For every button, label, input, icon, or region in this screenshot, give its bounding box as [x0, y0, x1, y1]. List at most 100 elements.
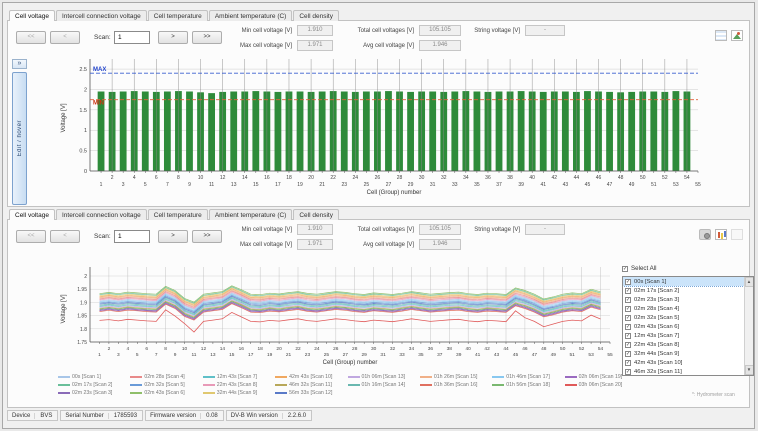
legend-item: 01h 36m [Scan 16] [419, 382, 488, 388]
export-table-icon[interactable] [715, 30, 727, 41]
checkbox-icon[interactable]: ✓ [625, 314, 631, 321]
select-all-checkbox-icon[interactable]: ✓ [622, 265, 628, 272]
last-scan-button[interactable]: >> [192, 31, 222, 44]
scan-input-2[interactable] [114, 230, 150, 243]
max-cell-voltage-label: Max cell voltage [V] [239, 42, 292, 49]
scan-list-item[interactable]: ✓ 02m 17s [Scan 2] [623, 286, 744, 295]
first-scan-button[interactable]: << [16, 31, 46, 44]
svg-text:2: 2 [84, 274, 87, 280]
tab-cell-temperature[interactable]: Cell temperature [147, 209, 208, 220]
svg-text:30: 30 [419, 175, 425, 181]
legend-swatch-icon [492, 376, 505, 378]
svg-text:Cell (Group) number: Cell (Group) number [367, 190, 422, 196]
top-tabbar: Cell voltage Intercell connection voltage… [7, 9, 750, 21]
scan-list-scrollbar[interactable]: ▲ ▼ [744, 277, 753, 375]
legend-column: 01h 26m [Scan 15] 01h 36m [Scan 16] [419, 374, 488, 396]
scan-list-item[interactable]: ✓ 12m 43s [Scan 7] [623, 331, 744, 340]
camera-icon[interactable] [699, 229, 711, 240]
tab-cell-density[interactable]: Cell density [293, 10, 339, 21]
scan-list-item[interactable]: ✓ 46m 32s [Scan 11] [623, 367, 744, 375]
bottom-panel-body: << < Scan: > >> Min cell voltage [V] 1.9… [7, 219, 754, 408]
checkbox-icon[interactable]: ✓ [625, 296, 631, 303]
legend-column: 00s [Scan 1] 02m 17s [Scan 2] 02m 23s [Sca… [58, 374, 126, 396]
scan-list-item[interactable]: ✓ 00s [Scan 1] [623, 277, 745, 287]
scan-list-item[interactable]: ✓ 02m 28s [Scan 4] [623, 304, 744, 313]
legend-label: 01h 06m [Scan 13] [361, 374, 406, 380]
legend-item: 03h 06m [Scan 20] [564, 382, 633, 388]
svg-text:4: 4 [126, 346, 129, 352]
scan-list-item[interactable]: ✓ 42m 43s [Scan 10] [623, 358, 744, 367]
select-all-row[interactable]: ✓ Select All [622, 264, 754, 273]
tab-cell-voltage[interactable]: Cell voltage [9, 209, 55, 220]
legend-swatch-icon [564, 384, 577, 386]
tab-cell-voltage[interactable]: Cell voltage [9, 10, 55, 21]
max-cell-voltage-label-2: Max cell voltage [V] [239, 241, 292, 248]
legend-label: 02h 06m [Scan 19] [578, 374, 623, 380]
svg-text:37: 37 [496, 182, 502, 188]
legend-item: 02m 28s [Scan 4] [130, 374, 198, 380]
checkbox-icon[interactable]: ✓ [625, 305, 631, 312]
svg-text:14: 14 [220, 346, 226, 352]
checkbox-icon[interactable]: ✓ [625, 323, 631, 330]
tab-cell-temperature[interactable]: Cell temperature [147, 10, 208, 21]
scan-list-item[interactable]: ✓ 32m 44s [Scan 9] [623, 349, 744, 358]
edit-hover-side-button[interactable]: Edit / hover [12, 72, 27, 205]
svg-text:52: 52 [579, 346, 585, 352]
svg-text:8: 8 [177, 175, 180, 181]
status-segment: Firmware version 0.08 [145, 410, 224, 421]
legend-label: 02m 17s [Scan 2] [72, 382, 113, 388]
legend-item: 02m 32s [Scan 5] [130, 382, 198, 388]
svg-text:12: 12 [201, 346, 207, 352]
prev-scan-button[interactable]: < [50, 31, 80, 44]
next-scan-button-2[interactable]: > [158, 230, 188, 243]
chart-icon[interactable] [715, 229, 727, 240]
scan-listbox[interactable]: ✓ 00s [Scan 1] ✓ 02m 17s [Scan 2] ✓ 02m 23s [… [622, 276, 754, 376]
checkbox-icon[interactable]: ✓ [625, 341, 631, 348]
checkbox-icon[interactable]: ✓ [625, 368, 631, 375]
last-scan-button-2[interactable]: >> [192, 230, 222, 243]
svg-text:3: 3 [122, 182, 125, 188]
scroll-up-icon[interactable]: ▲ [744, 277, 753, 287]
legend-item: 01h 06m [Scan 13] [347, 374, 416, 380]
svg-text:43: 43 [494, 352, 500, 358]
next-scan-button[interactable]: > [158, 31, 188, 44]
checkbox-icon[interactable]: ✓ [625, 287, 631, 294]
prev-scan-button-2[interactable]: < [50, 230, 80, 243]
svg-text:55: 55 [695, 182, 701, 188]
collapse-side-panel-button[interactable]: » [12, 59, 27, 69]
avg-cell-voltage-value-2: 1.946 [419, 239, 461, 250]
legend-item: 01h 16m [Scan 14] [347, 382, 416, 388]
scroll-down-icon[interactable]: ▼ [744, 365, 753, 375]
svg-text:Voltage [V]: Voltage [V] [61, 294, 67, 323]
tab-ambient-temperature-c-[interactable]: Ambient temperature (C) [208, 209, 293, 220]
scan-list-item[interactable]: ✓ 02m 43s [Scan 6] [623, 322, 744, 331]
svg-text:53: 53 [588, 352, 594, 358]
svg-text:50: 50 [560, 346, 566, 352]
legend-label: 32m 44s [Scan 9] [216, 390, 258, 396]
checkbox-icon[interactable]: ✓ [625, 278, 631, 285]
scan-list-item[interactable]: ✓ 02m 32s [Scan 5] [623, 313, 744, 322]
svg-text:17: 17 [248, 352, 254, 358]
scan-input[interactable] [114, 31, 150, 44]
scan-list-item[interactable]: ✓ 02m 23s [Scan 3] [623, 295, 744, 304]
svg-text:25: 25 [324, 352, 330, 358]
svg-text:27: 27 [386, 182, 392, 188]
tab-intercell-connection-voltage[interactable]: Intercell connection voltage [55, 209, 147, 220]
svg-text:47: 47 [607, 182, 613, 188]
legend-item: 01h 56m [Scan 18] [492, 382, 560, 388]
first-scan-button-2[interactable]: << [16, 230, 46, 243]
export-icon[interactable] [731, 229, 743, 240]
tab-cell-density[interactable]: Cell density [293, 209, 339, 220]
checkbox-icon[interactable]: ✓ [625, 350, 631, 357]
save-image-icon[interactable] [731, 30, 743, 41]
checkbox-icon[interactable]: ✓ [625, 332, 631, 339]
tab-intercell-connection-voltage[interactable]: Intercell connection voltage [55, 10, 147, 21]
svg-text:10: 10 [198, 175, 204, 181]
scan-list-item[interactable]: ✓ 22m 43s [Scan 8] [623, 340, 744, 349]
bottom-panel: Cell voltage Intercell connection voltage… [7, 208, 754, 408]
svg-text:24: 24 [314, 346, 320, 352]
checkbox-icon[interactable]: ✓ [625, 359, 631, 366]
legend-label: 01h 16m [Scan 14] [361, 382, 406, 388]
cell-voltage-bar-chart: 00.511.522.5 MAXMIN1234567891011121314151… [61, 59, 701, 196]
tab-ambient-temperature-c-[interactable]: Ambient temperature (C) [208, 10, 293, 21]
